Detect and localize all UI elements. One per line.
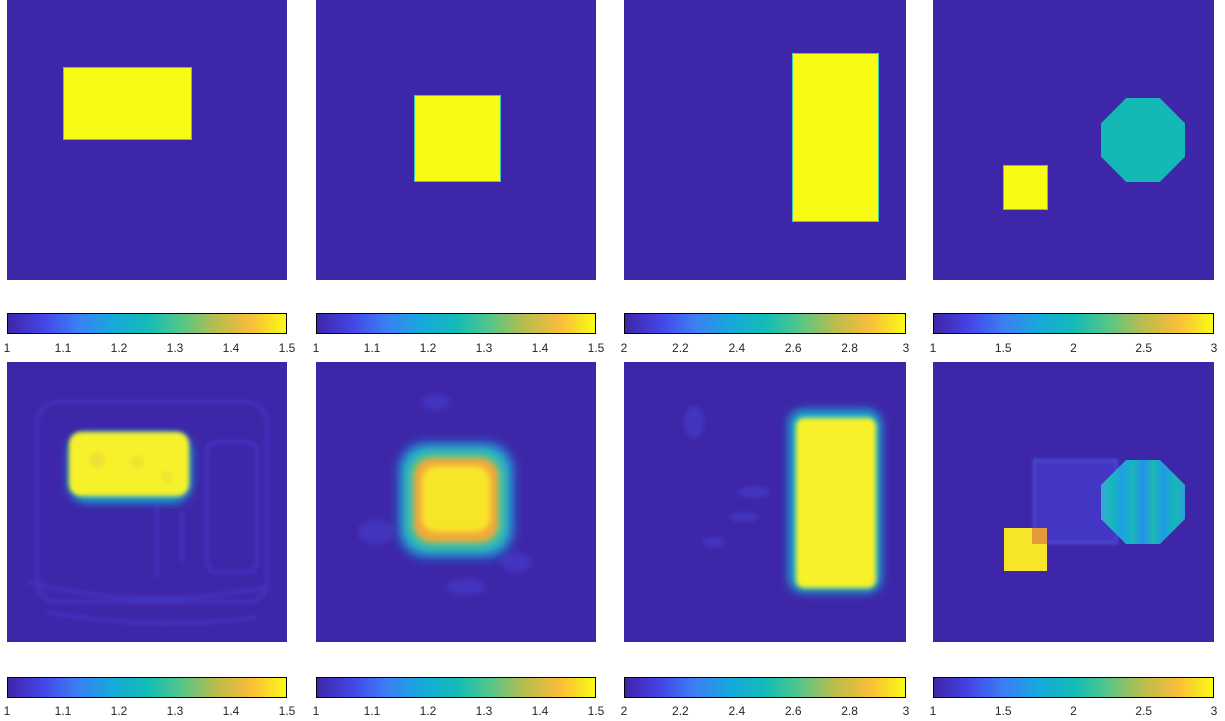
colorbar-ticks-8: 1 1.5 2 2.5 3 [929, 704, 1218, 720]
reconstruction-field [26, 400, 269, 625]
colorbar-tick-label: 1.5 [994, 341, 1012, 355]
colorbar-tick-label: 2 [620, 704, 628, 718]
colorbar-tick-label: 2.8 [841, 704, 858, 718]
heatmap-true-2 [316, 0, 596, 280]
colorbar-tick-label: 1.4 [531, 341, 549, 355]
colorbar-tick-label: 3 [1210, 704, 1218, 718]
colorbar-tick-label: 1.5 [587, 341, 605, 355]
colorbar-1 [7, 313, 287, 334]
inclusion-rectangle [792, 53, 879, 222]
colorbar-tick-label: 3 [902, 704, 910, 718]
colorbar-ticks-3: 2 2.2 2.4 2.6 2.8 3 [620, 341, 910, 357]
colorbar-tick-label: 2.8 [841, 341, 858, 355]
colorbar-tick-label: 1 [3, 704, 11, 718]
colorbar-tick-label: 2.5 [1135, 341, 1153, 355]
colorbar-tick-label: 2.6 [784, 704, 802, 718]
colorbar-ticks-2: 1 1.1 1.2 1.3 1.4 1.5 [312, 341, 605, 357]
colorbar-tick-label: 1.3 [475, 341, 493, 355]
heatmap-true-1 [7, 0, 287, 280]
colorbar-6 [316, 677, 596, 698]
heatmap-reconstructed-3 [624, 362, 906, 642]
colorbar-ticks-4: 1 1.5 2 2.5 3 [929, 341, 1218, 357]
colorbar-tick-label: 1.3 [166, 341, 184, 355]
colorbar-tick-label: 1.2 [419, 704, 437, 718]
colorbar-tick-label: 1.4 [222, 341, 240, 355]
colorbar-tick-label: 1 [929, 341, 937, 355]
colorbar-tick-label: 2 [620, 341, 628, 355]
colorbar-tick-label: 1.2 [419, 341, 437, 355]
colorbar-tick-label: 3 [902, 341, 910, 355]
inclusion-square [1003, 165, 1048, 210]
colorbar-tick-label: 1.5 [278, 341, 296, 355]
colorbar-tick-label: 2 [1070, 704, 1077, 718]
colorbar-tick-label: 2 [1070, 341, 1077, 355]
colorbar-tick-label: 1.3 [166, 704, 184, 718]
colorbar-5 [7, 677, 287, 698]
heatmap-reconstructed-1 [7, 362, 287, 642]
reconstruction-field [684, 406, 881, 592]
colorbar-tick-label: 2.5 [1135, 704, 1153, 718]
colorbar-ticks-6: 1 1.1 1.2 1.3 1.4 1.5 [312, 704, 605, 720]
colorbar-tick-label: 2.2 [672, 704, 689, 718]
colorbar-tick-label: 1.5 [278, 704, 296, 718]
colorbar-ticks-1: 1 1.1 1.2 1.3 1.4 1.5 [3, 341, 296, 357]
colorbar-3 [624, 313, 906, 334]
colorbar-7 [624, 677, 906, 698]
colorbar-tick-label: 1.3 [475, 704, 493, 718]
inclusion-rectangle [63, 67, 192, 140]
colorbar-tick-label: 1 [929, 704, 937, 718]
colorbar-tick-label: 1.1 [54, 341, 72, 355]
colorbar-tick-label: 1 [3, 341, 11, 355]
colorbar-tick-label: 1.1 [363, 704, 381, 718]
colorbar-tick-label: 2.2 [672, 341, 689, 355]
colorbar-2 [316, 313, 596, 334]
colorbar-tick-label: 2.6 [784, 341, 802, 355]
colorbar-ticks-7: 2 2.2 2.4 2.6 2.8 3 [620, 704, 910, 720]
colorbar-tick-label: 3 [1210, 341, 1218, 355]
colorbar-tick-label: 1.2 [110, 704, 128, 718]
colorbar-ticks-5: 1 1.1 1.2 1.3 1.4 1.5 [3, 704, 296, 720]
colorbar-tick-label: 1.5 [587, 704, 605, 718]
colorbar-tick-label: 1.1 [54, 704, 72, 718]
colorbar-4 [933, 313, 1214, 334]
heatmap-true-4 [933, 0, 1214, 280]
colorbar-tick-label: 1.4 [222, 704, 240, 718]
colorbar-tick-label: 1 [312, 704, 320, 718]
colorbar-tick-label: 1 [312, 341, 320, 355]
heatmap-reconstructed-2 [316, 362, 596, 642]
heatmap-reconstructed-4 [933, 362, 1214, 642]
heatmap-true-3 [624, 0, 906, 280]
colorbar-tick-label: 2.4 [728, 341, 746, 355]
reconstruction-field [358, 394, 531, 595]
reconstruction-field [1004, 459, 1185, 571]
colorbar-tick-label: 1.2 [110, 341, 128, 355]
inclusion-square [414, 95, 501, 182]
colorbar-tick-label: 2.4 [728, 704, 746, 718]
inclusion-circle [1101, 98, 1185, 182]
colorbar-tick-label: 1.4 [531, 704, 549, 718]
colorbar-tick-label: 1.5 [994, 704, 1012, 718]
colorbar-8 [933, 677, 1214, 698]
colorbar-tick-label: 1.1 [363, 341, 381, 355]
